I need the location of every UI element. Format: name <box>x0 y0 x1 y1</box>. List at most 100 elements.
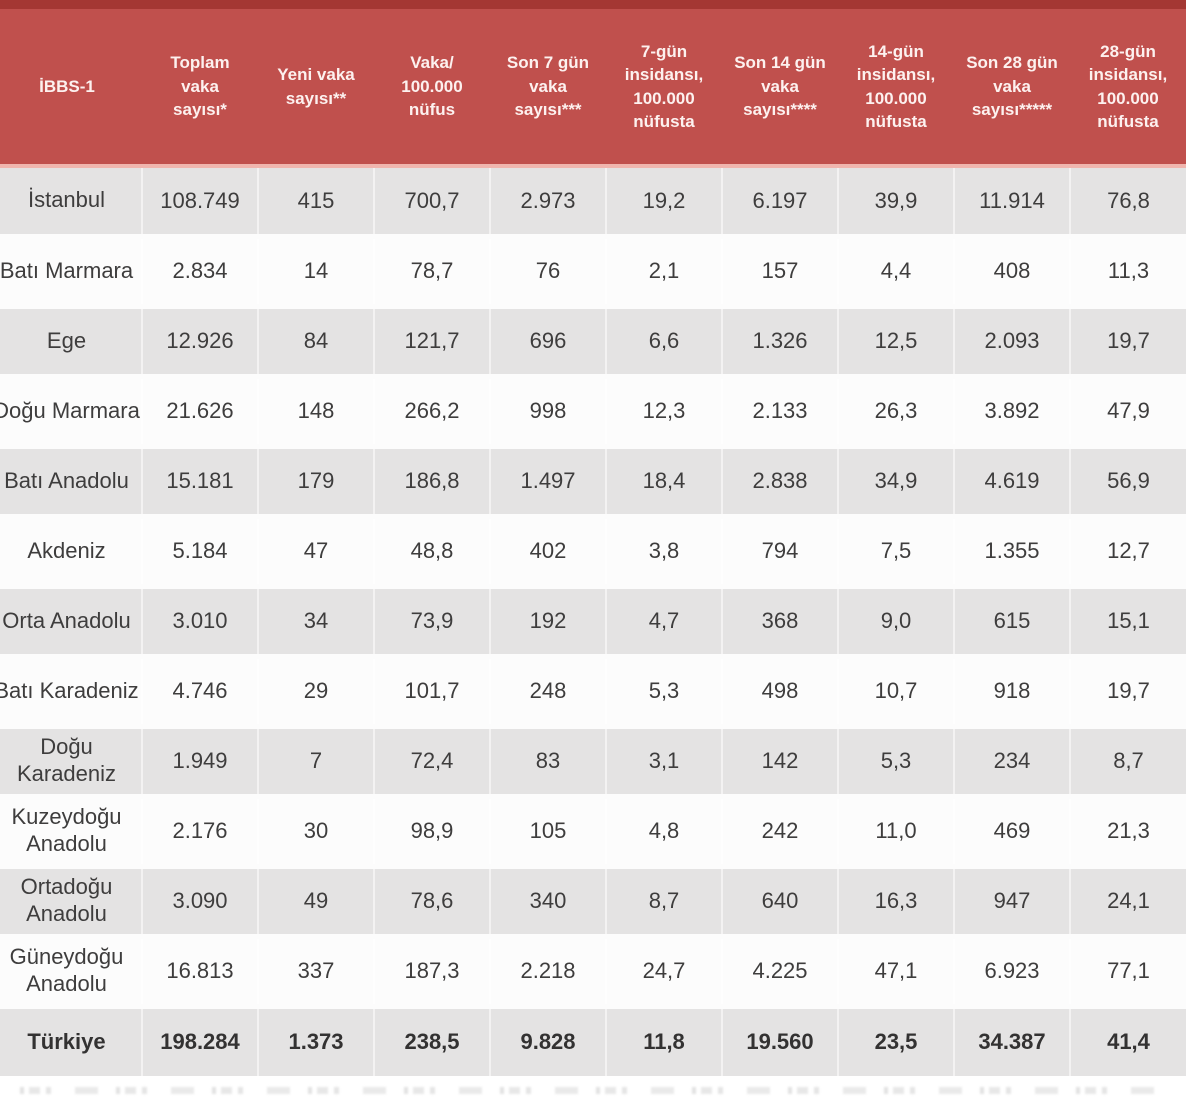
column-header: Vaka/ 100.000 nüfus <box>374 9 490 168</box>
ibbs1-case-table: İBBS-1 Toplam vaka sayısı* Yeni vaka sayıs… <box>0 9 1186 1076</box>
value-cell: 2.838 <box>722 443 839 516</box>
value-cell: 187,3 <box>374 933 491 1006</box>
value-cell: 238,5 <box>374 1003 491 1076</box>
value-cell: 2.093 <box>954 303 1071 376</box>
value-cell: 98,9 <box>374 793 491 866</box>
region-cell: Batı Marmara <box>0 233 143 306</box>
value-cell: 105 <box>490 793 607 866</box>
value-cell: 186,8 <box>374 443 491 516</box>
top-accent-bar <box>0 0 1186 9</box>
value-cell: 84 <box>258 303 375 376</box>
value-cell: 1.326 <box>722 303 839 376</box>
value-cell: 248 <box>490 653 607 726</box>
table-row: Batı Karadeniz 4.746 29 101,7 248 5,3 498 10,7 9… <box>0 653 1186 726</box>
value-cell: 340 <box>490 863 607 936</box>
table-row: İstanbul 108.749 415 700,7 2.973 19,2 6.197 39,… <box>0 166 1186 236</box>
value-cell: 14 <box>258 233 375 306</box>
value-cell: 700,7 <box>374 166 491 236</box>
table-row: Kuzeydoğu Anadolu 2.176 30 98,9 105 4,8 242 11,… <box>0 793 1186 866</box>
value-cell: 640 <box>722 863 839 936</box>
table-row: Ortadoğu Anadolu 3.090 49 78,6 340 8,7 640 16,3… <box>0 863 1186 936</box>
value-cell: 39,9 <box>838 166 955 236</box>
value-cell: 2.973 <box>490 166 607 236</box>
value-cell: 78,7 <box>374 233 491 306</box>
value-cell: 15,1 <box>1070 583 1186 656</box>
value-cell: 6,6 <box>606 303 723 376</box>
column-header: 7-gün insidansı, 100.000 nüfusta <box>606 9 722 168</box>
column-header: 28-gün insidansı, 100.000 nüfusta <box>1070 9 1186 168</box>
value-cell: 234 <box>954 723 1071 796</box>
value-cell: 142 <box>722 723 839 796</box>
value-cell: 10,7 <box>838 653 955 726</box>
value-cell: 29 <box>258 653 375 726</box>
value-cell: 12,3 <box>606 373 723 446</box>
clipped-footnote-text <box>20 1087 1156 1094</box>
value-cell: 2,1 <box>606 233 723 306</box>
value-cell: 242 <box>722 793 839 866</box>
value-cell: 1.355 <box>954 513 1071 586</box>
region-cell: Akdeniz <box>0 513 143 586</box>
value-cell: 34 <box>258 583 375 656</box>
value-cell: 47 <box>258 513 375 586</box>
value-cell: 4,8 <box>606 793 723 866</box>
value-cell: 11.914 <box>954 166 1071 236</box>
table-header: İBBS-1 Toplam vaka sayısı* Yeni vaka sayıs… <box>0 9 1186 168</box>
value-cell: 21.626 <box>142 373 259 446</box>
value-cell: 19,2 <box>606 166 723 236</box>
value-cell: 76,8 <box>1070 166 1186 236</box>
value-cell: 19.560 <box>722 1003 839 1076</box>
value-cell: 30 <box>258 793 375 866</box>
value-cell: 2.834 <box>142 233 259 306</box>
value-cell: 1.497 <box>490 443 607 516</box>
value-cell: 3,1 <box>606 723 723 796</box>
value-cell: 12.926 <box>142 303 259 376</box>
value-cell: 947 <box>954 863 1071 936</box>
value-cell: 4.746 <box>142 653 259 726</box>
region-cell: İstanbul <box>0 166 143 236</box>
value-cell: 16,3 <box>838 863 955 936</box>
value-cell: 19,7 <box>1070 303 1186 376</box>
value-cell: 998 <box>490 373 607 446</box>
table-row: Doğu Karadeniz 1.949 7 72,4 83 3,1 142 5,3 234 8,… <box>0 723 1186 796</box>
value-cell: 78,6 <box>374 863 491 936</box>
value-cell: 101,7 <box>374 653 491 726</box>
column-header: Toplam vaka sayısı* <box>142 9 258 168</box>
value-cell: 24,1 <box>1070 863 1186 936</box>
value-cell: 696 <box>490 303 607 376</box>
value-cell: 4.619 <box>954 443 1071 516</box>
value-cell: 3.090 <box>142 863 259 936</box>
value-cell: 2.133 <box>722 373 839 446</box>
header-row: İBBS-1 Toplam vaka sayısı* Yeni vaka sayıs… <box>0 9 1186 168</box>
value-cell: 76 <box>490 233 607 306</box>
value-cell: 6.197 <box>722 166 839 236</box>
value-cell: 121,7 <box>374 303 491 376</box>
value-cell: 794 <box>722 513 839 586</box>
table-row: Doğu Marmara 21.626 148 266,2 998 12,3 2.133 26… <box>0 373 1186 446</box>
region-cell: Kuzeydoğu Anadolu <box>0 793 143 866</box>
value-cell: 41,4 <box>1070 1003 1186 1076</box>
value-cell: 337 <box>258 933 375 1006</box>
value-cell: 6.923 <box>954 933 1071 1006</box>
value-cell: 18,4 <box>606 443 723 516</box>
region-cell: Doğu Marmara <box>0 373 143 446</box>
value-cell: 5,3 <box>838 723 955 796</box>
value-cell: 23,5 <box>838 1003 955 1076</box>
value-cell: 34.387 <box>954 1003 1071 1076</box>
value-cell: 3.010 <box>142 583 259 656</box>
value-cell: 918 <box>954 653 1071 726</box>
value-cell: 402 <box>490 513 607 586</box>
value-cell: 9,0 <box>838 583 955 656</box>
value-cell: 19,7 <box>1070 653 1186 726</box>
value-cell: 198.284 <box>142 1003 259 1076</box>
table-row: Akdeniz 5.184 47 48,8 402 3,8 794 7,5 1.355 12,7 <box>0 513 1186 586</box>
value-cell: 56,9 <box>1070 443 1186 516</box>
value-cell: 12,5 <box>838 303 955 376</box>
value-cell: 8,7 <box>1070 723 1186 796</box>
total-row: Türkiye 198.284 1.373 238,5 9.828 11,8 19.560 2… <box>0 1003 1186 1076</box>
value-cell: 469 <box>954 793 1071 866</box>
value-cell: 7,5 <box>838 513 955 586</box>
table-row: Ege 12.926 84 121,7 696 6,6 1.326 12,5 2.093 19,7 <box>0 303 1186 376</box>
region-cell: Doğu Karadeniz <box>0 723 143 796</box>
value-cell: 21,3 <box>1070 793 1186 866</box>
